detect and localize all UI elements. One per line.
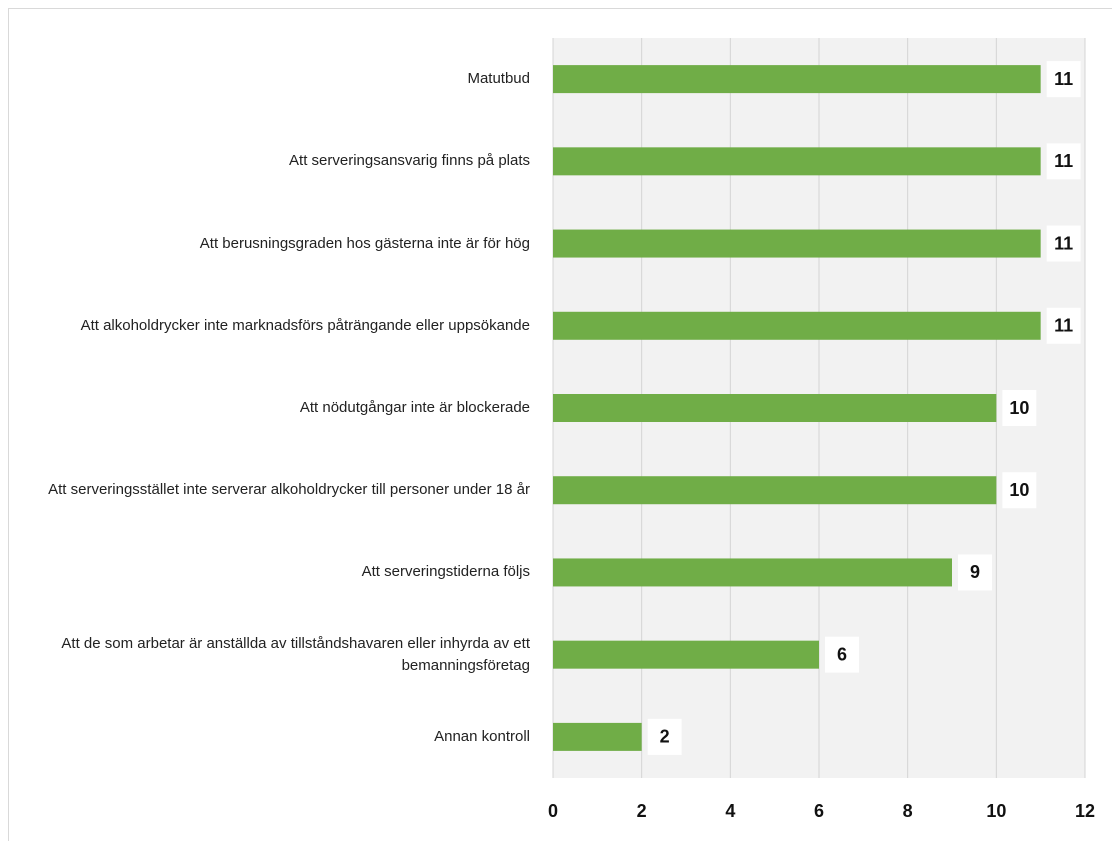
value-label: 11 xyxy=(1054,151,1073,171)
value-label: 9 xyxy=(970,562,980,582)
x-tick-label: 4 xyxy=(725,801,735,821)
category-label: Att serveringsstället inte serverar alko… xyxy=(48,481,530,499)
value-label: 10 xyxy=(1009,480,1029,500)
value-label-box xyxy=(1046,143,1081,180)
value-label: 11 xyxy=(1054,233,1073,253)
x-tick-label: 12 xyxy=(1075,801,1095,821)
value-label: 10 xyxy=(1009,398,1029,418)
bar xyxy=(553,558,952,587)
bar xyxy=(553,65,1041,94)
category-label: Annan kontroll xyxy=(434,727,530,745)
value-label: 11 xyxy=(1054,316,1073,336)
category-label: Matutbud xyxy=(467,70,530,88)
bar xyxy=(553,147,1041,176)
value-label-box xyxy=(1046,61,1081,98)
value-label-box xyxy=(825,636,859,673)
category-label: Att de som arbetar är anställda av tills… xyxy=(61,634,530,674)
value-label-box xyxy=(1046,307,1081,344)
x-tick-label: 8 xyxy=(903,801,913,821)
bar xyxy=(553,229,1041,258)
value-label: 2 xyxy=(660,727,670,747)
category-label: Att berusningsgraden hos gästerna inte ä… xyxy=(199,234,530,252)
bar xyxy=(553,311,1041,340)
category-label: Att serveringsansvarig finns på plats xyxy=(289,152,530,170)
bar xyxy=(553,640,819,669)
value-label-box xyxy=(1002,472,1037,509)
category-label: Att serveringstiderna följs xyxy=(361,563,530,581)
value-label-box xyxy=(1002,390,1037,426)
value-label: 11 xyxy=(1054,69,1073,89)
value-label-box xyxy=(958,554,992,591)
bar xyxy=(553,394,997,422)
x-tick-label: 10 xyxy=(986,801,1006,821)
value-label-box xyxy=(1046,225,1081,262)
value-label-box xyxy=(647,718,682,755)
chart-border xyxy=(8,8,1112,841)
bar xyxy=(553,476,997,505)
value-label: 6 xyxy=(837,644,847,664)
x-tick-label: 0 xyxy=(548,801,558,821)
x-tick-label: 6 xyxy=(814,801,824,821)
x-tick-label: 2 xyxy=(637,801,647,821)
category-label: Att nödutgångar inte är blockerade xyxy=(299,399,530,416)
category-label: Att alkoholdrycker inte marknadsförs påt… xyxy=(80,316,530,334)
bar xyxy=(553,722,642,751)
